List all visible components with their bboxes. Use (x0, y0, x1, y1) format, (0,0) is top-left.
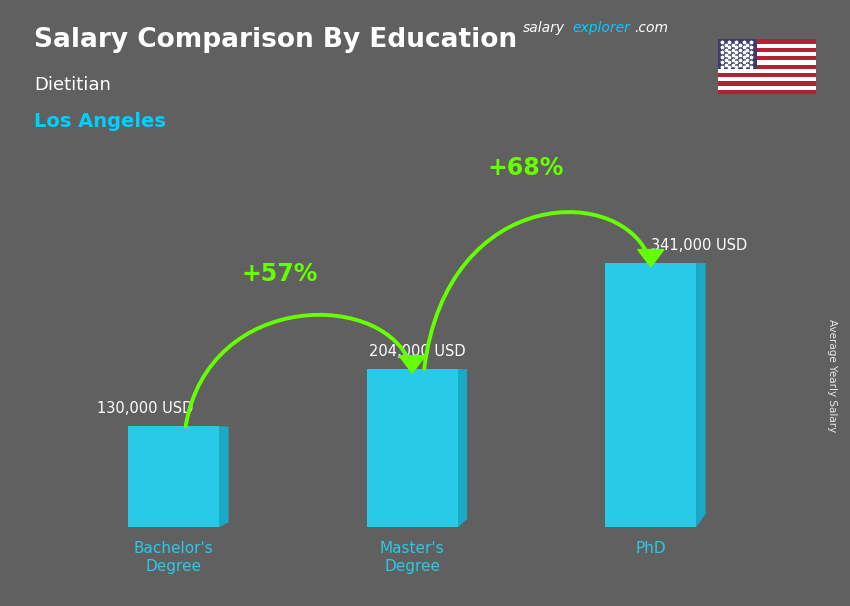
Bar (718, 39, 816, 44)
Bar (718, 52, 816, 56)
Bar (718, 39, 757, 68)
Polygon shape (696, 263, 706, 527)
Text: Average Yearly Salary: Average Yearly Salary (827, 319, 837, 432)
Bar (718, 61, 816, 65)
Bar (605, 263, 696, 527)
Bar (718, 85, 816, 90)
Text: +57%: +57% (241, 262, 318, 286)
Bar (718, 90, 816, 94)
Text: +68%: +68% (487, 156, 564, 179)
Polygon shape (638, 250, 664, 267)
Bar (718, 65, 816, 68)
Text: 130,000 USD: 130,000 USD (98, 401, 194, 416)
Text: explorer: explorer (572, 21, 630, 35)
Polygon shape (457, 369, 468, 527)
Text: Los Angeles: Los Angeles (34, 112, 166, 131)
Bar (128, 427, 219, 527)
Polygon shape (400, 356, 425, 373)
Bar (718, 77, 816, 81)
Bar (718, 81, 816, 85)
Polygon shape (219, 427, 229, 527)
Text: 341,000 USD: 341,000 USD (651, 238, 747, 253)
Bar (718, 73, 816, 77)
Text: 204,000 USD: 204,000 USD (369, 344, 466, 359)
Text: Salary Comparison By Education: Salary Comparison By Education (34, 27, 517, 53)
Bar (718, 56, 816, 61)
Text: Dietitian: Dietitian (34, 76, 110, 94)
Text: .com: .com (634, 21, 668, 35)
Bar (718, 68, 816, 73)
Bar (718, 44, 816, 48)
Bar (367, 369, 457, 527)
Bar (718, 48, 816, 52)
Text: salary: salary (523, 21, 565, 35)
